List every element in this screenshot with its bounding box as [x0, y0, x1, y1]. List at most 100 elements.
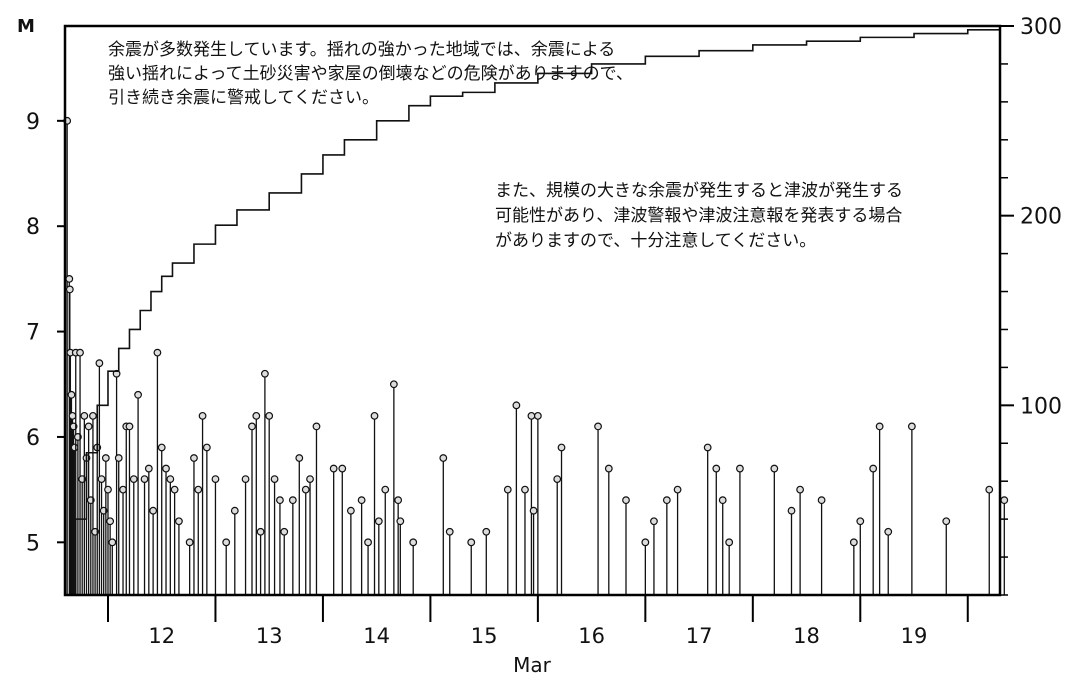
stem-marker [157, 443, 166, 452]
stem-marker [129, 475, 138, 483]
stem-marker [270, 475, 279, 483]
stem-marker [396, 517, 405, 526]
stem-marker [190, 454, 198, 462]
stem-marker [557, 443, 566, 452]
stem-marker [849, 538, 858, 547]
stem-marker [312, 422, 321, 431]
stem-marker [222, 538, 231, 547]
stem-marker [869, 464, 878, 473]
stem-marker [641, 538, 650, 547]
stem-marker [533, 411, 542, 420]
stem-marker [248, 422, 256, 431]
stem-marker [194, 485, 203, 494]
stem-marker [230, 506, 239, 515]
x-tick-label: 17 [686, 624, 713, 648]
y-left-tick-label: 7 [26, 321, 40, 346]
x-axis-label: Mar [513, 653, 552, 677]
stem-marker [389, 380, 398, 389]
stem-marker [166, 475, 175, 483]
stem-marker [553, 475, 562, 483]
stem-marker [796, 485, 805, 494]
stem-marker [65, 285, 74, 294]
stem-marker [985, 485, 994, 494]
stem-marker [527, 411, 536, 420]
stem-marker [439, 454, 448, 462]
stem-marker [276, 496, 284, 505]
y-left-tick-label: 8 [26, 215, 40, 240]
stem-marker [101, 454, 110, 462]
stem-marker [65, 274, 74, 283]
annotation-line: また、規模の大きな余震が発生すると津波が発生する [495, 181, 903, 201]
y-axis-left-label: M [17, 16, 35, 37]
stem-marker [68, 411, 77, 420]
stem-marker [856, 517, 865, 526]
annotation-line: 可能性があり、津波警報や津波注意報を発表する場合 [495, 206, 902, 226]
stem-marker [198, 411, 207, 420]
annotation-aftershock-warning: 余震が多数発生しています。揺れの強かった地域では、余震による 強い揺れによって土… [108, 40, 633, 108]
stem-marker [134, 390, 142, 399]
y-axis-left-ticks: 5 6 7 8 9 [26, 110, 65, 556]
stem-marker [306, 475, 314, 483]
stem-marker [252, 411, 261, 420]
stem-marker [712, 464, 721, 473]
stem-marker [104, 485, 112, 494]
stem-marker [265, 411, 274, 420]
y-left-tick-label: 6 [26, 426, 40, 451]
y-left-tick-label: 9 [26, 110, 40, 135]
stem-marker [770, 464, 779, 473]
stem-marker [703, 443, 712, 452]
stem-marker [125, 422, 134, 431]
stem-marker [1000, 496, 1009, 505]
y-axis-right-ticks: 100 200 300 [1000, 15, 1062, 596]
annotation-line: がありますので、十分注意してください。 [495, 231, 816, 251]
stem-marker [202, 443, 211, 452]
stem-marker [529, 506, 538, 515]
stem-marker [346, 506, 355, 515]
stem-marker [288, 496, 297, 505]
annotation-line: 余震が多数発生しています。揺れの強かった地域では、余震による [108, 40, 615, 60]
stem-marker [725, 538, 734, 547]
stem-marker [482, 527, 491, 536]
x-tick-label: 12 [148, 624, 175, 648]
stem-marker [67, 390, 76, 399]
stem-marker [108, 538, 117, 547]
stem-marker [97, 475, 106, 483]
stem-marker [185, 538, 194, 547]
stem-marker [170, 485, 179, 494]
stem-marker [622, 496, 630, 505]
stem-marker [329, 464, 338, 473]
stem-marker [280, 527, 289, 536]
stem-marker [301, 485, 310, 494]
stem-marker [80, 411, 89, 420]
stem-marker [521, 485, 529, 494]
stem-marker [162, 464, 170, 473]
y-right-tick-label: 300 [1020, 15, 1062, 40]
stem-marker [942, 517, 951, 526]
stem-marker [149, 506, 158, 515]
stem-marker [295, 454, 304, 462]
x-tick-label: 19 [901, 624, 928, 648]
stem-marker [650, 517, 658, 526]
stem-marker [512, 401, 521, 410]
stem-marker [260, 369, 269, 378]
stem-marker [95, 359, 104, 368]
x-tick-label: 14 [363, 624, 390, 648]
stem-marker [718, 496, 727, 505]
y-right-tick-label: 100 [1020, 394, 1062, 419]
stem-marker [119, 485, 127, 494]
stem-marker [875, 422, 884, 431]
stem-marker [409, 538, 418, 547]
y-right-tick-label: 200 [1020, 205, 1062, 230]
cumulative-count-series [67, 27, 1001, 596]
annotation-line: 引き続き余震に警戒してください。 [108, 88, 379, 108]
stem-marker [594, 422, 602, 431]
stem-marker [140, 475, 149, 483]
stem-marker [381, 485, 390, 494]
cumulative-count-line [67, 27, 1001, 596]
stem-marker [364, 538, 372, 547]
stem-marker [153, 348, 162, 357]
stem-marker [817, 496, 826, 505]
x-tick-label: 15 [471, 624, 498, 648]
stem-marker [84, 422, 93, 431]
